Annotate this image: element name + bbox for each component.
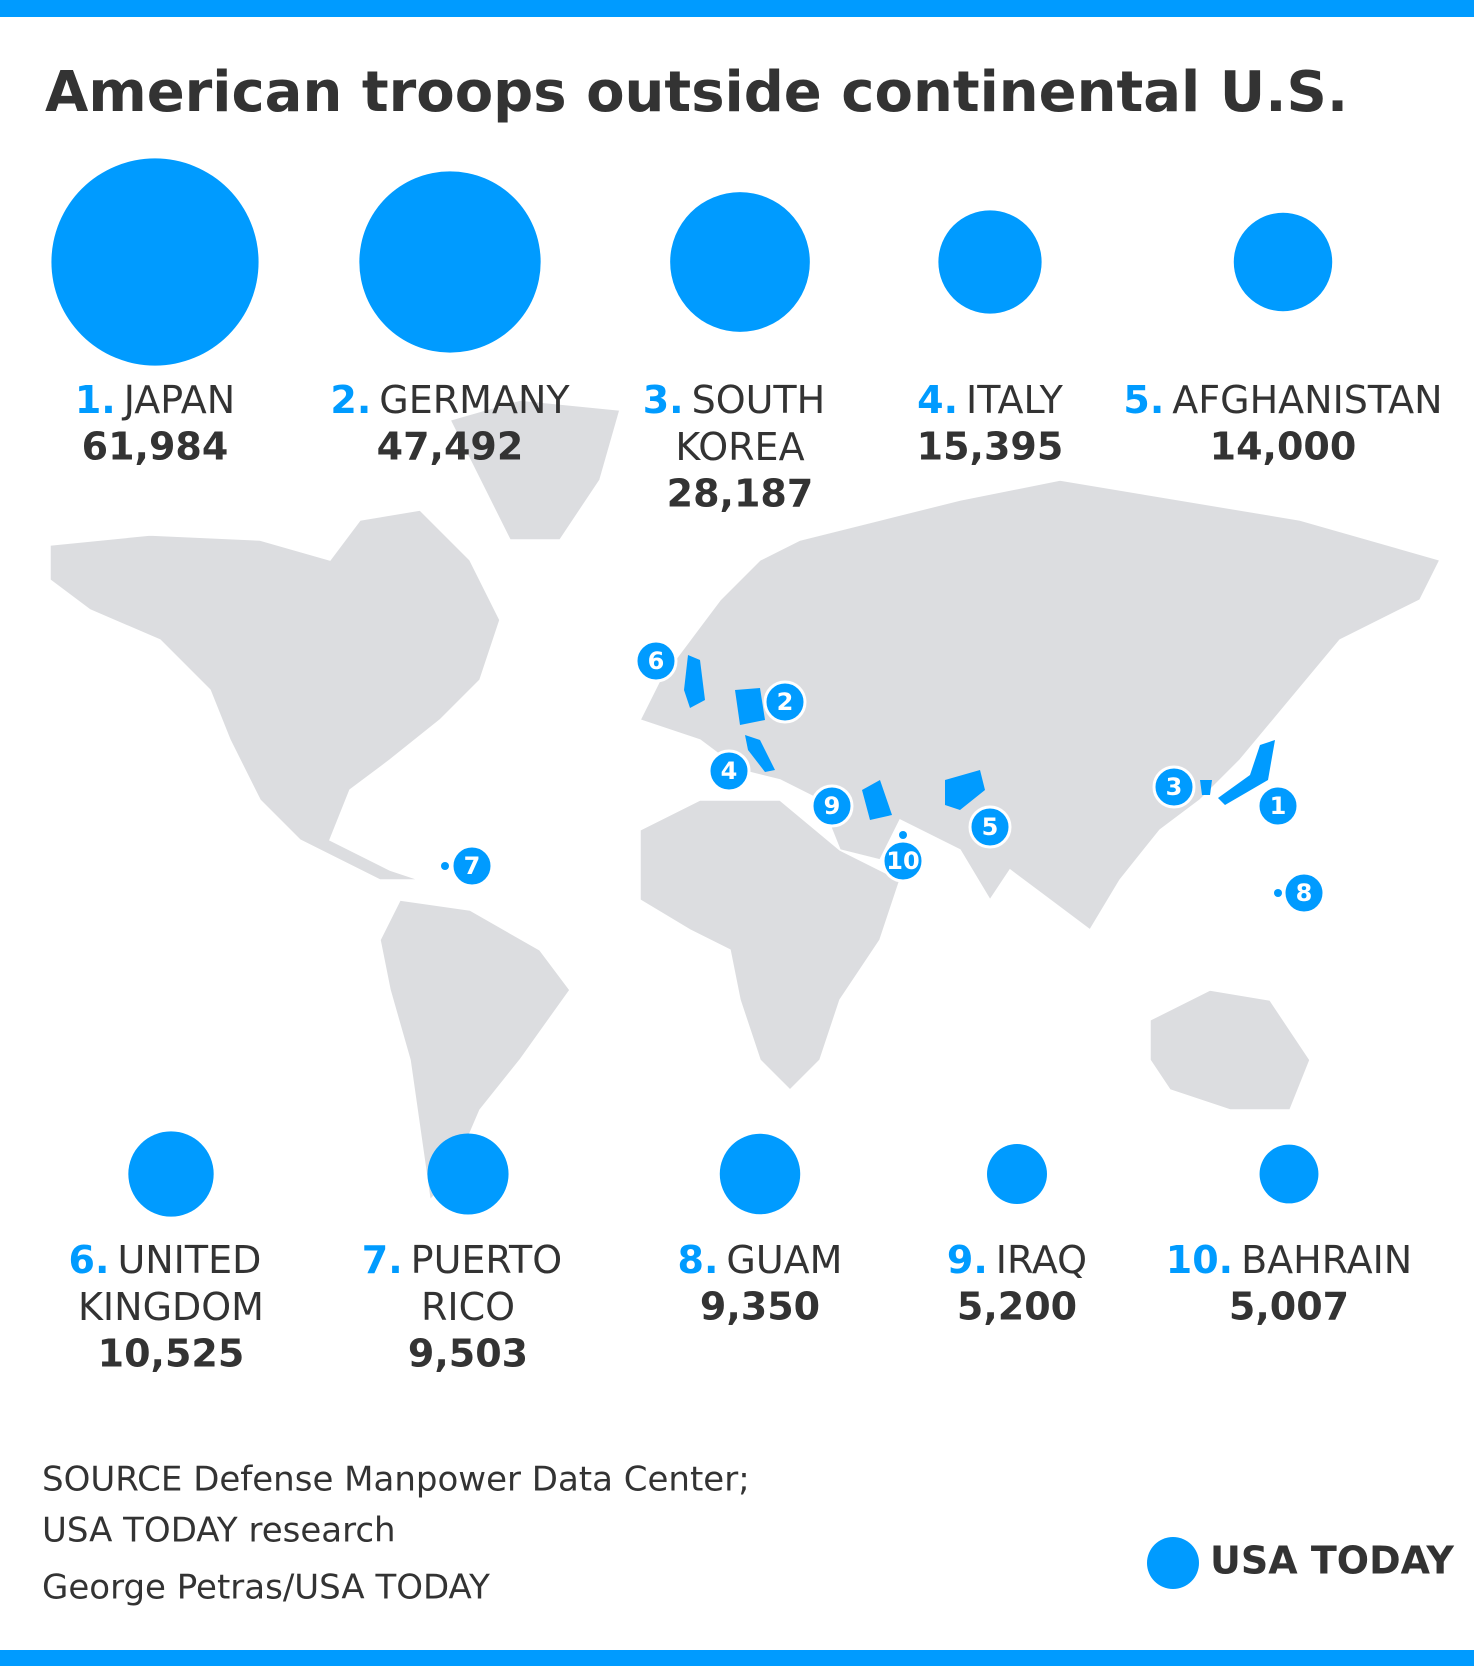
marker-number: 6	[648, 647, 665, 675]
bubble	[427, 1133, 509, 1215]
rank-label: 7.	[362, 1238, 403, 1282]
bubble-label: 2. GERMANY	[330, 378, 570, 422]
bubble	[1233, 212, 1333, 312]
korea-shape	[1200, 780, 1212, 795]
bubble	[719, 1133, 801, 1215]
country-name-line: KOREA	[675, 425, 804, 469]
bubble-label: 5. AFGHANISTAN	[1123, 378, 1442, 422]
bubble	[987, 1144, 1047, 1204]
value-label: 15,395	[917, 425, 1064, 469]
value-label: 9,350	[700, 1285, 820, 1329]
rank-label: 3.	[643, 378, 684, 422]
source-line: USA TODAY research	[42, 1511, 396, 1551]
value-label: 28,187	[667, 472, 814, 516]
country-name: IRAQ	[996, 1238, 1087, 1282]
source-line: SOURCE Defense Manpower Data Center;	[42, 1460, 750, 1500]
rank-label: 4.	[917, 378, 958, 422]
location-dot	[899, 831, 907, 839]
bubble	[359, 171, 541, 353]
bubble-label: 4. ITALY	[917, 378, 1063, 422]
bubble	[51, 158, 259, 366]
value-label: 47,492	[377, 425, 524, 469]
marker-circle	[881, 839, 925, 883]
country-name: GERMANY	[379, 378, 570, 422]
location-dot	[441, 862, 449, 870]
rank-label: 5.	[1123, 378, 1164, 422]
value-label: 5,007	[1229, 1285, 1349, 1329]
country-name-line: RICO	[421, 1285, 515, 1329]
iraq-shape	[862, 780, 892, 820]
country-name: SOUTH KOREA	[675, 378, 837, 469]
country-name: AFGHANISTAN	[1172, 378, 1442, 422]
marker-circle	[763, 680, 807, 724]
bubble-label: 8. GUAM	[678, 1238, 843, 1282]
australia	[1149, 989, 1311, 1111]
country-name: BAHRAIN	[1241, 1238, 1412, 1282]
marker-number: 9	[824, 792, 841, 820]
country-name: PUERTO RICO	[411, 1238, 575, 1329]
italy-shape	[745, 735, 775, 772]
marker-circle	[1256, 784, 1300, 828]
north-america	[49, 509, 501, 881]
bubble	[128, 1131, 214, 1217]
bubble-label: 6. UNITED KINGDOM	[69, 1238, 274, 1329]
bubble	[1259, 1144, 1319, 1204]
marker-number: 4	[721, 757, 738, 785]
marker-circle	[634, 639, 678, 683]
bubble-label: 3. SOUTH KOREA	[643, 378, 838, 469]
marker-circle	[707, 749, 751, 793]
logo-dot	[1147, 1537, 1199, 1589]
bubble-label: 9. IRAQ	[947, 1238, 1087, 1282]
afghanistan-shape	[945, 770, 985, 810]
uk-shape	[684, 655, 705, 708]
marker-circle	[450, 844, 494, 888]
bubble-label: 1. JAPAN	[75, 378, 235, 422]
bottom-bar	[0, 1650, 1474, 1666]
top-bar	[0, 0, 1474, 17]
germany-shape	[735, 688, 765, 725]
japan-shape	[1218, 740, 1275, 805]
chart-title: American troops outside continental U.S.	[45, 60, 1348, 125]
greenland	[448, 399, 621, 541]
country-name: ITALY	[966, 378, 1064, 422]
marker-circle	[1282, 871, 1326, 915]
country-name: GUAM	[726, 1238, 842, 1282]
map-markers: 1 2 3 4 5 6 7 8 9 10	[441, 639, 1326, 915]
marker-number: 1	[1270, 792, 1287, 820]
africa	[639, 799, 901, 1092]
rank-label: 1.	[75, 378, 116, 422]
value-label: 61,984	[82, 425, 229, 469]
highlighted-countries	[684, 655, 1275, 820]
bubble	[670, 192, 810, 332]
value-label: 9,503	[408, 1332, 528, 1376]
rank-label: 2.	[330, 378, 371, 422]
value-label: 10,525	[98, 1332, 245, 1376]
credit: George Petras/USA TODAY	[42, 1568, 490, 1608]
bubble-label: 7. PUERTO RICO	[362, 1238, 574, 1329]
marker-circle	[810, 784, 854, 828]
marker-number: 10	[886, 847, 919, 875]
value-label: 14,000	[1210, 425, 1357, 469]
bubble-label: 10. BAHRAIN	[1166, 1238, 1412, 1282]
marker-circle	[1152, 765, 1196, 809]
rank-label: 6.	[69, 1238, 110, 1282]
rank-label: 8.	[678, 1238, 719, 1282]
country-name: JAPAN	[122, 378, 235, 422]
bubble	[938, 210, 1042, 314]
logo-text: USA TODAY	[1210, 1539, 1454, 1583]
location-dot	[1274, 889, 1282, 897]
country-name-line: KINGDOM	[78, 1285, 264, 1329]
marker-number: 7	[464, 852, 481, 880]
value-label: 5,200	[957, 1285, 1077, 1329]
marker-circle	[968, 805, 1012, 849]
marker-number: 8	[1296, 879, 1313, 907]
rank-label: 9.	[947, 1238, 988, 1282]
rank-label: 10.	[1166, 1238, 1233, 1282]
marker-number: 3	[1166, 773, 1183, 801]
marker-number: 5	[982, 813, 999, 841]
marker-number: 2	[777, 688, 794, 716]
